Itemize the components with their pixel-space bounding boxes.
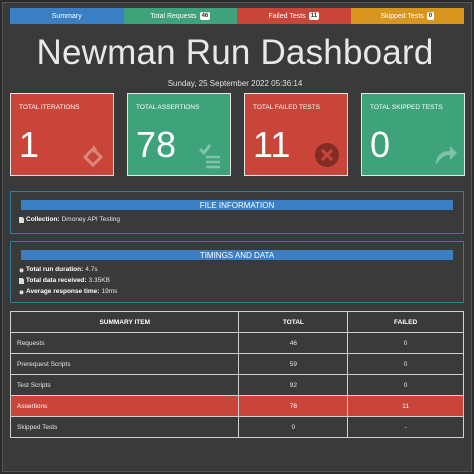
card-value: 11 [253, 124, 291, 165]
column-header: TOTAL [238, 311, 349, 333]
failed-cell: - [347, 416, 464, 438]
card-total-iterations: TOTAL ITERATIONS 1 [10, 93, 114, 176]
run-duration-value: 4.7s [85, 266, 98, 273]
page-title: Newman Run Dashboard [36, 33, 434, 72]
run-duration-row: Total run duration: 4.7s [19, 266, 98, 273]
collection-label: Collection: [26, 216, 60, 223]
summary-item-cell: Requests [9, 332, 240, 354]
column-header: FAILED [347, 311, 464, 333]
collection-row: Collection: Dmoney API Testing [19, 216, 120, 223]
card-total-failed-tests: TOTAL FAILED TESTS 11 [244, 93, 348, 176]
data-received-value: 3.35KB [88, 277, 110, 284]
top-nav: Summary Total Requests 46 Failed Tests 1… [10, 8, 464, 24]
response-time-row: Average response time: 19ms [19, 288, 117, 295]
card-value: 1 [19, 124, 40, 165]
data-received-row: Total data received: 3.35KB [19, 277, 110, 284]
table-row: Test Scripts 92 0 [9, 374, 464, 396]
response-time-label: Average response time: [26, 288, 100, 295]
times-circle-icon [315, 143, 339, 167]
card-value: 78 [136, 124, 177, 165]
file-icon [19, 216, 24, 223]
total-cell: 0 [238, 416, 349, 438]
summary-item-cell: Assertions [9, 395, 240, 417]
file-icon [19, 277, 24, 284]
tab-label: Total Requests [150, 12, 197, 20]
table-row: Skipped Tests 0 - [9, 416, 464, 438]
tab-label: Skipped Tests [380, 12, 424, 20]
count-badge: 0 [426, 12, 435, 20]
table-row: Requests 46 0 [9, 332, 464, 354]
card-label: TOTAL SKIPPED TESTS [370, 104, 443, 111]
tab-label: Summary [51, 12, 82, 20]
tab-total-requests[interactable]: Total Requests 46 [123, 8, 237, 24]
card-value: 0 [370, 124, 391, 165]
count-badge: 11 [308, 12, 320, 20]
timings-panel: TIMINGS AND DATA Total run duration: 4.7… [10, 241, 464, 303]
card-total-assertions: TOTAL ASSERTIONS 78 [127, 93, 231, 176]
card-label: TOTAL ASSERTIONS [136, 104, 200, 111]
table-row: Prerequest Scripts 59 0 [9, 353, 464, 375]
panel-header: TIMINGS AND DATA [21, 250, 453, 260]
failed-cell: 11 [347, 395, 464, 417]
stopwatch-icon [19, 267, 24, 272]
failed-cell: 0 [347, 353, 464, 375]
tab-summary[interactable]: Summary [10, 8, 124, 24]
stopwatch-icon [19, 289, 24, 294]
total-cell: 46 [238, 332, 349, 354]
card-label: TOTAL FAILED TESTS [253, 104, 320, 111]
share-icon [436, 146, 457, 165]
file-information-panel: FILE INFORMATION Collection: Dmoney API … [10, 191, 464, 234]
tab-skipped-tests[interactable]: Skipped Tests 0 [350, 8, 464, 24]
card-label: TOTAL ITERATIONS [19, 104, 80, 111]
total-cell: 78 [238, 395, 349, 417]
tab-label: Failed Tests [268, 12, 306, 20]
list-check-icon [198, 144, 220, 169]
summary-item-cell: Skipped Tests [9, 416, 240, 438]
card-total-skipped-tests: TOTAL SKIPPED TESTS 0 [361, 93, 465, 176]
column-header: SUMMARY ITEM [9, 311, 240, 333]
data-received-label: Total data received: [26, 277, 87, 284]
collection-value: Dmoney API Testing [61, 216, 121, 223]
run-duration-label: Total run duration: [26, 266, 84, 273]
total-cell: 92 [238, 374, 349, 396]
table-header-row: SUMMARY ITEM TOTAL FAILED [9, 311, 464, 333]
panel-header: FILE INFORMATION [21, 200, 453, 210]
total-cell: 59 [238, 353, 349, 375]
summary-item-cell: Prerequest Scripts [9, 353, 240, 375]
table-row: Assertions 78 11 [9, 395, 464, 417]
failed-cell: 0 [347, 332, 464, 354]
response-time-value: 19ms [101, 288, 118, 295]
repeat-icon [82, 145, 104, 168]
summary-table: SUMMARY ITEM TOTAL FAILED Requests 46 0 … [9, 311, 464, 438]
count-badge: 46 [199, 12, 211, 20]
summary-item-cell: Test Scripts [9, 374, 240, 396]
failed-cell: 0 [347, 374, 464, 396]
tab-failed-tests[interactable]: Failed Tests 11 [237, 8, 351, 24]
run-date: Sunday, 25 September 2022 05:36:14 [167, 79, 303, 88]
